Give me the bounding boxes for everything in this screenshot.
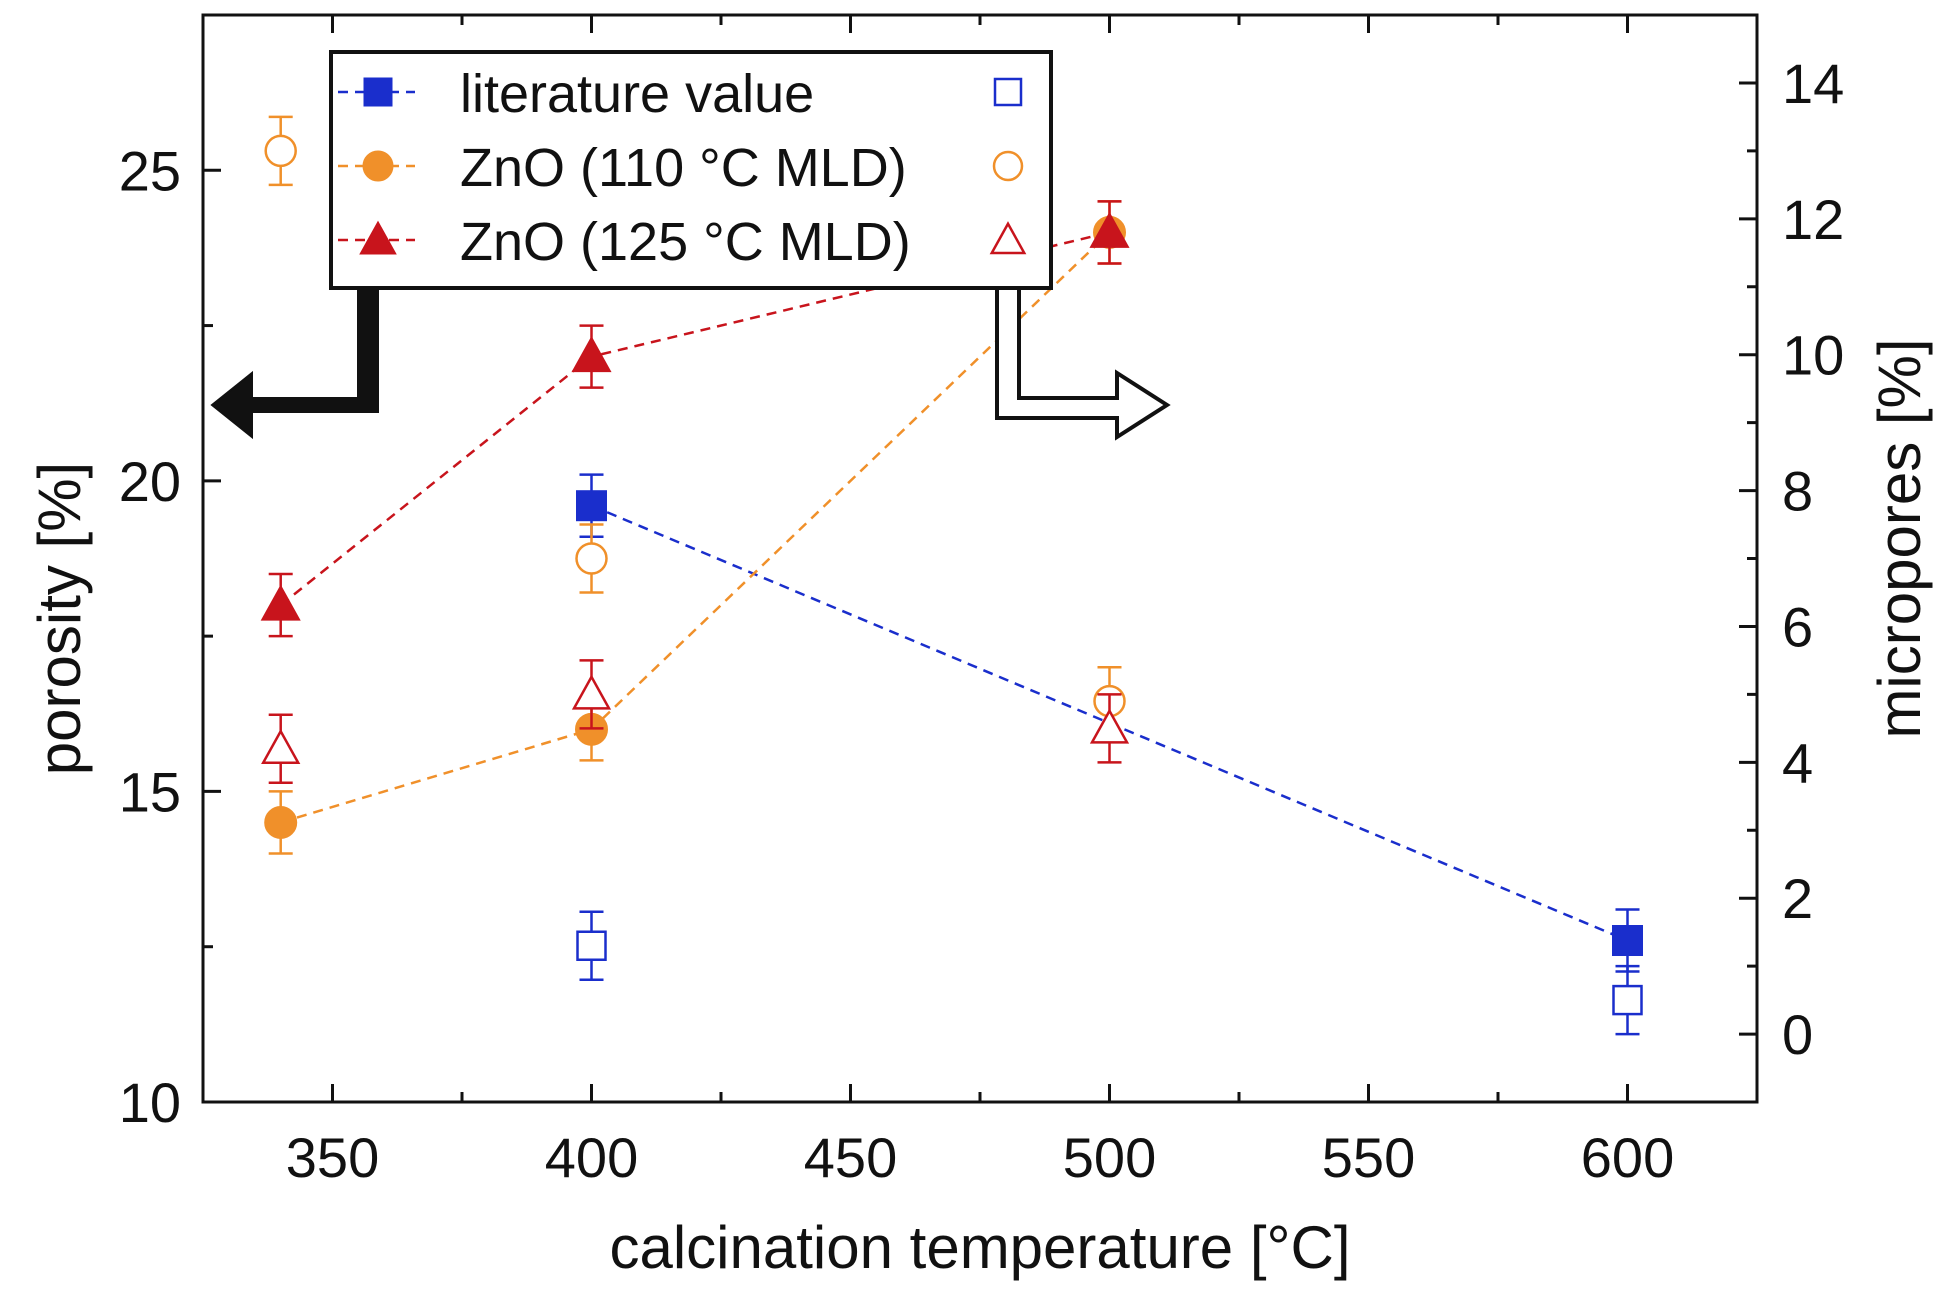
marker-triangle xyxy=(571,674,612,710)
right-axis-arrow xyxy=(995,286,1171,441)
y2-tick-label: 6 xyxy=(1782,595,1813,658)
y2-tick-label: 0 xyxy=(1782,1003,1813,1066)
y-tick-label: 10 xyxy=(119,1071,181,1134)
marker-triangle xyxy=(1089,708,1130,744)
legend-entry: ZnO (110 °C MLD) xyxy=(338,138,1024,198)
marker-triangle xyxy=(571,336,612,373)
legend-marker-filled xyxy=(362,150,394,182)
marker-circle xyxy=(264,805,298,839)
marker-square xyxy=(1612,984,1643,1016)
x-tick-label: 450 xyxy=(804,1126,897,1189)
y-axis-label: porosity [%] xyxy=(26,462,93,775)
legend-entry: literature value xyxy=(338,64,1023,124)
data-point xyxy=(264,790,298,855)
series-line-1 xyxy=(280,231,1111,824)
legend: literature value ZnO (110 °C MLD) ZnO (125… xyxy=(329,50,1053,290)
y-tick-label: 20 xyxy=(119,450,181,513)
legend-entry: ZnO (125 °C MLD) xyxy=(338,212,1027,272)
data-point xyxy=(260,572,301,638)
axis-arrows xyxy=(210,286,1171,441)
marker-triangle xyxy=(260,584,301,621)
series-lines xyxy=(279,231,1628,942)
data-point xyxy=(571,324,612,389)
legend-marker-open xyxy=(992,150,1024,182)
data-point xyxy=(1089,200,1130,265)
y2-tick-label: 10 xyxy=(1782,324,1844,387)
left-axis-arrow xyxy=(210,287,379,440)
y2-tick-label: 14 xyxy=(1782,52,1844,115)
axes: 350 400 450 500 550 600 10 15 20 25 0 2 4 6 8 10 12 14 cal… xyxy=(26,13,1933,1281)
marker-circle xyxy=(575,542,608,575)
legend-marker-open xyxy=(993,77,1023,107)
marker-circle xyxy=(264,134,297,168)
data-point xyxy=(1612,908,1643,973)
x-tick-label: 600 xyxy=(1581,1126,1674,1189)
marker-square xyxy=(1612,925,1643,957)
data-point xyxy=(1612,964,1643,1036)
x-axis-label: calcination temperature [°C] xyxy=(609,1214,1350,1281)
data-point xyxy=(575,523,608,594)
legend-label: ZnO (110 °C MLD) xyxy=(460,138,907,198)
y2-tick-label: 8 xyxy=(1782,460,1813,523)
x-tick-label: 350 xyxy=(286,1126,379,1189)
data-point xyxy=(264,115,297,187)
data-point xyxy=(576,910,607,981)
x-tick-label: 500 xyxy=(1063,1126,1156,1189)
legend-label: ZnO (125 °C MLD) xyxy=(460,212,911,272)
x-tick-label: 400 xyxy=(545,1126,638,1189)
y2-axis-label: micropores [%] xyxy=(1866,338,1933,738)
marker-square xyxy=(576,490,607,522)
legend-label: literature value xyxy=(460,64,814,124)
x-tick-label: 550 xyxy=(1322,1126,1415,1189)
data-point xyxy=(261,713,301,784)
legend-marker-open xyxy=(989,221,1027,255)
legend-marker-filled xyxy=(363,77,393,107)
y2-tick-label: 2 xyxy=(1782,867,1813,930)
y-tick-label: 15 xyxy=(119,760,181,823)
data-markers xyxy=(260,115,1643,1036)
legend-marker-filled xyxy=(359,220,397,255)
marker-square xyxy=(576,930,607,961)
y2-tick-label: 12 xyxy=(1782,188,1844,251)
marker-triangle xyxy=(1089,211,1130,248)
y2-tick-label: 4 xyxy=(1782,731,1813,794)
data-point xyxy=(571,659,612,730)
marker-triangle xyxy=(261,728,301,764)
y-tick-label: 25 xyxy=(119,139,181,202)
legend-box xyxy=(329,50,1053,290)
data-point xyxy=(1089,693,1130,764)
